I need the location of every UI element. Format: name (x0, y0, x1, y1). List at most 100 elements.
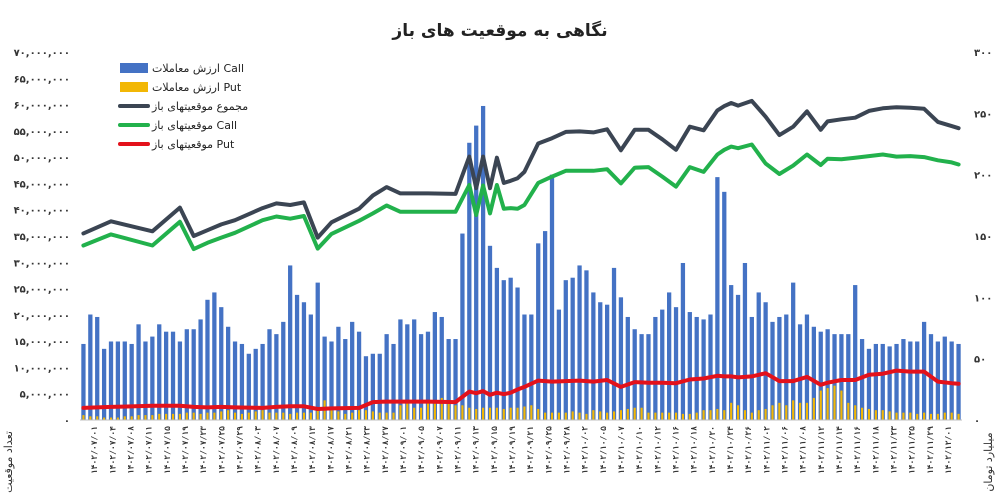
put-value-bar (902, 412, 905, 420)
call-value-bar (494, 267, 500, 420)
x-tick-label: ۱۴۰۲/۰۷/۲۹ (235, 426, 244, 474)
put-value-bar (240, 413, 243, 420)
put-value-bar (778, 402, 781, 420)
put-value-bar (482, 407, 485, 420)
call-value-bar (425, 331, 431, 420)
call-value-bar (570, 277, 575, 420)
left-tick-label: ۱۰,۰۰۰,۰۰۰ (14, 363, 70, 374)
call-value-bar (749, 316, 754, 420)
put-value-bar (171, 413, 175, 420)
put-value-bar (282, 412, 285, 420)
call-value-bar (432, 312, 437, 420)
put-value-bar (399, 405, 402, 420)
put-value-bar (743, 410, 747, 420)
x-tick-label: ۱۴۰۲/۱۰/۲۰ (708, 426, 717, 474)
put-value-bar (137, 415, 140, 420)
x-tick-label: ۱۴۰۲/۰۷/۲۳ (199, 426, 208, 474)
put-value-bar (454, 405, 457, 420)
put-value-bar (289, 413, 292, 420)
put-value-bar (716, 408, 719, 420)
call-value-bar (460, 233, 465, 420)
put-value-bar (130, 416, 133, 420)
call-value-bar (308, 314, 313, 420)
call-value-bar (508, 277, 513, 420)
call-value-bar (915, 341, 920, 420)
x-tick-label: ۱۴۰۲/۱۰/۱۰ (635, 426, 644, 474)
put-value-bar (805, 402, 809, 420)
call-value-bar (95, 316, 100, 420)
x-tick-label: ۱۴۰۲/۰۹/۰۱ (399, 426, 408, 474)
put-value-bar (736, 405, 740, 420)
left-tick-label: ۲۵,۰۰۰,۰۰۰ (14, 285, 70, 296)
put-value-bar (792, 400, 795, 420)
call-value-bar (212, 292, 217, 420)
call-value-bar (556, 309, 562, 420)
call-value-bar (894, 343, 899, 420)
left-tick-label: ۰ (64, 416, 70, 427)
put-value-bar (592, 410, 595, 420)
left-tick-label: ۵,۰۰۰,۰۰۰ (20, 390, 70, 401)
call-value-bar (908, 341, 913, 420)
x-tick-label: ۱۴۰۲/۱۰/۰۷ (617, 426, 626, 474)
put-value-bar (82, 415, 85, 420)
call-value-bar (715, 177, 720, 420)
call-value-bar (501, 280, 506, 420)
put-value-bar (268, 412, 271, 420)
put-value-bar (461, 405, 464, 420)
x-tick-label: ۱۴۰۲/۰۸/۲۷ (381, 426, 390, 474)
x-tick-label: ۱۴۰۲/۰۸/۰۹ (290, 426, 299, 474)
put-value-bar (413, 407, 416, 420)
call-value-bar (480, 105, 486, 420)
left-tick-label: ۶۰,۰۰۰,۰۰۰ (14, 101, 70, 112)
put-value-bar (668, 412, 671, 420)
call-value-bar (267, 329, 272, 420)
x-tick-label: ۱۴۰۲/۰۷/۱۵ (163, 426, 172, 474)
call-value-bar (157, 324, 162, 420)
x-tick-label: ۱۴۰۲/۰۸/۰۳ (254, 426, 263, 474)
call-value-bar (232, 341, 238, 420)
left-axis-ticks: ۰ ۵,۰۰۰,۰۰۰ ۱۰,۰۰۰,۰۰۰ ۱۵,۰۰۰,۰۰۰ ۲۰,۰۰۰,۰۰۰… (14, 48, 70, 427)
call-value-bar (784, 314, 789, 420)
put-value-bar (909, 412, 912, 420)
put-value-bar (564, 412, 567, 420)
legend-label: موقعیتهای باز Put (151, 138, 235, 151)
call-value-bar (412, 319, 417, 420)
call-value-bar (818, 331, 823, 420)
call-value-bar (605, 304, 610, 420)
put-value-bar (854, 405, 857, 420)
call-value-bar (474, 125, 479, 420)
x-tick-label: ۱۴۰۲/۰۹/۲۱ (526, 426, 535, 474)
put-value-bar (544, 412, 547, 420)
put-value-bar (819, 390, 822, 420)
put-value-bar (165, 413, 168, 420)
x-tick-label: ۱۴۰۲/۱۱/۰۶ (780, 426, 789, 474)
put-value-bar (847, 402, 850, 420)
put-value-bar (881, 410, 884, 420)
legend-swatch (120, 82, 148, 92)
call-value-bar (811, 326, 816, 420)
left-tick-label: ۵۵,۰۰۰,۰۰۰ (14, 127, 70, 138)
call-value-bar (191, 329, 196, 420)
call-value-bar (536, 243, 541, 420)
put-value-bar (475, 408, 478, 420)
put-value-bar (957, 413, 960, 420)
put-value-bar (929, 413, 933, 420)
legend-label: مجموع موقعیتهای باز (151, 100, 248, 113)
call-value-bar (315, 282, 320, 420)
put-value-bar (867, 408, 871, 420)
x-tick-label: ۱۴۰۲/۱۱/۲۳ (889, 426, 898, 474)
legend-swatch (120, 63, 148, 73)
call-value-bar (453, 339, 458, 420)
put-value-bar (661, 412, 664, 420)
call-value-bar (205, 299, 210, 420)
call-value-bar (136, 324, 141, 420)
call-value-bar (418, 334, 424, 420)
call-value-bar (646, 334, 651, 420)
bars-layer (81, 105, 961, 420)
put-value-bar (688, 413, 691, 420)
right-tick-label: ۲۰۰ (974, 171, 992, 182)
call-value-bar (797, 324, 803, 420)
x-tick-label: ۱۴۰۲/۰۹/۰۵ (417, 426, 426, 474)
